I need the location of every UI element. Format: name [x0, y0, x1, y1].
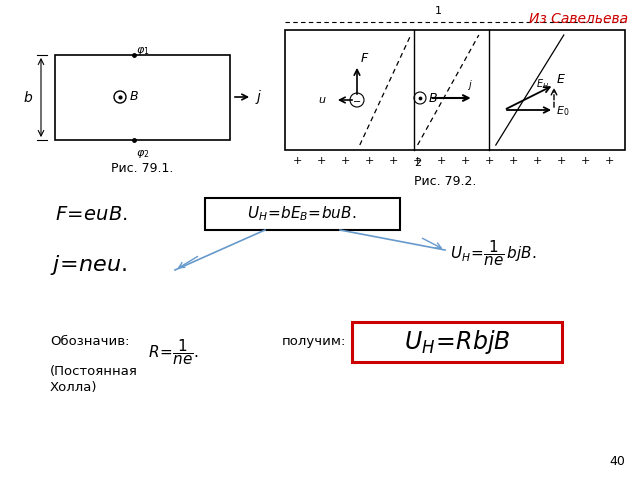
Text: 40: 40 — [609, 455, 625, 468]
Text: Холла): Холла) — [50, 381, 97, 394]
Text: получим:: получим: — [282, 335, 346, 348]
Text: 1: 1 — [435, 6, 442, 16]
Text: +: + — [460, 156, 470, 166]
Text: Рис. 79.1.: Рис. 79.1. — [111, 162, 173, 175]
Text: $B$: $B$ — [428, 92, 438, 105]
Text: $u$: $u$ — [319, 95, 327, 105]
Text: +: + — [436, 156, 445, 166]
Text: (Постоянная: (Постоянная — [50, 365, 138, 378]
Text: $b$: $b$ — [23, 89, 33, 105]
Text: +: + — [340, 156, 349, 166]
Text: +: + — [580, 156, 589, 166]
Text: 2: 2 — [414, 158, 421, 168]
Text: $j$: $j$ — [467, 78, 472, 92]
Text: $E_0$: $E_0$ — [556, 104, 570, 118]
Bar — [352, 322, 562, 362]
Text: $\varphi_1$: $\varphi_1$ — [136, 45, 149, 57]
Text: +: + — [604, 156, 614, 166]
Text: +: + — [412, 156, 422, 166]
Text: $j$: $j$ — [255, 88, 262, 106]
Text: +: + — [316, 156, 326, 166]
Text: $F\!=\!euB.$: $F\!=\!euB.$ — [55, 205, 128, 224]
Text: $U_H\!=\!bE_B\!=\!buB.$: $U_H\!=\!bE_B\!=\!buB.$ — [247, 204, 356, 223]
Text: $E$: $E$ — [556, 73, 566, 86]
Bar — [55, 55, 230, 140]
Text: $U_H\!=\!\dfrac{1}{ne}\,bjB.$: $U_H\!=\!\dfrac{1}{ne}\,bjB.$ — [450, 238, 536, 268]
Text: $E_H$: $E_H$ — [536, 77, 549, 91]
Text: $F$: $F$ — [360, 52, 369, 65]
Bar — [205, 198, 400, 230]
Text: $\varphi_2$: $\varphi_2$ — [136, 148, 149, 160]
Text: Из Савельева: Из Савельева — [529, 12, 628, 26]
Text: +: + — [508, 156, 518, 166]
Text: +: + — [292, 156, 301, 166]
Text: +: + — [364, 156, 374, 166]
Text: Обозначив:: Обозначив: — [50, 335, 129, 348]
Text: +: + — [532, 156, 541, 166]
Text: $B$: $B$ — [129, 91, 139, 104]
Text: +: + — [484, 156, 493, 166]
Text: +: + — [556, 156, 566, 166]
Text: +: + — [388, 156, 397, 166]
Text: $-$: $-$ — [353, 95, 362, 105]
Text: $j\!=\!neu.$: $j\!=\!neu.$ — [50, 253, 127, 277]
Bar — [285, 30, 625, 150]
Text: $U_H\!=\!RbjB$: $U_H\!=\!RbjB$ — [404, 328, 510, 356]
Text: $R\!=\!\dfrac{1}{ne}.$: $R\!=\!\dfrac{1}{ne}.$ — [148, 337, 198, 367]
Text: Рис. 79.2.: Рис. 79.2. — [414, 175, 476, 188]
